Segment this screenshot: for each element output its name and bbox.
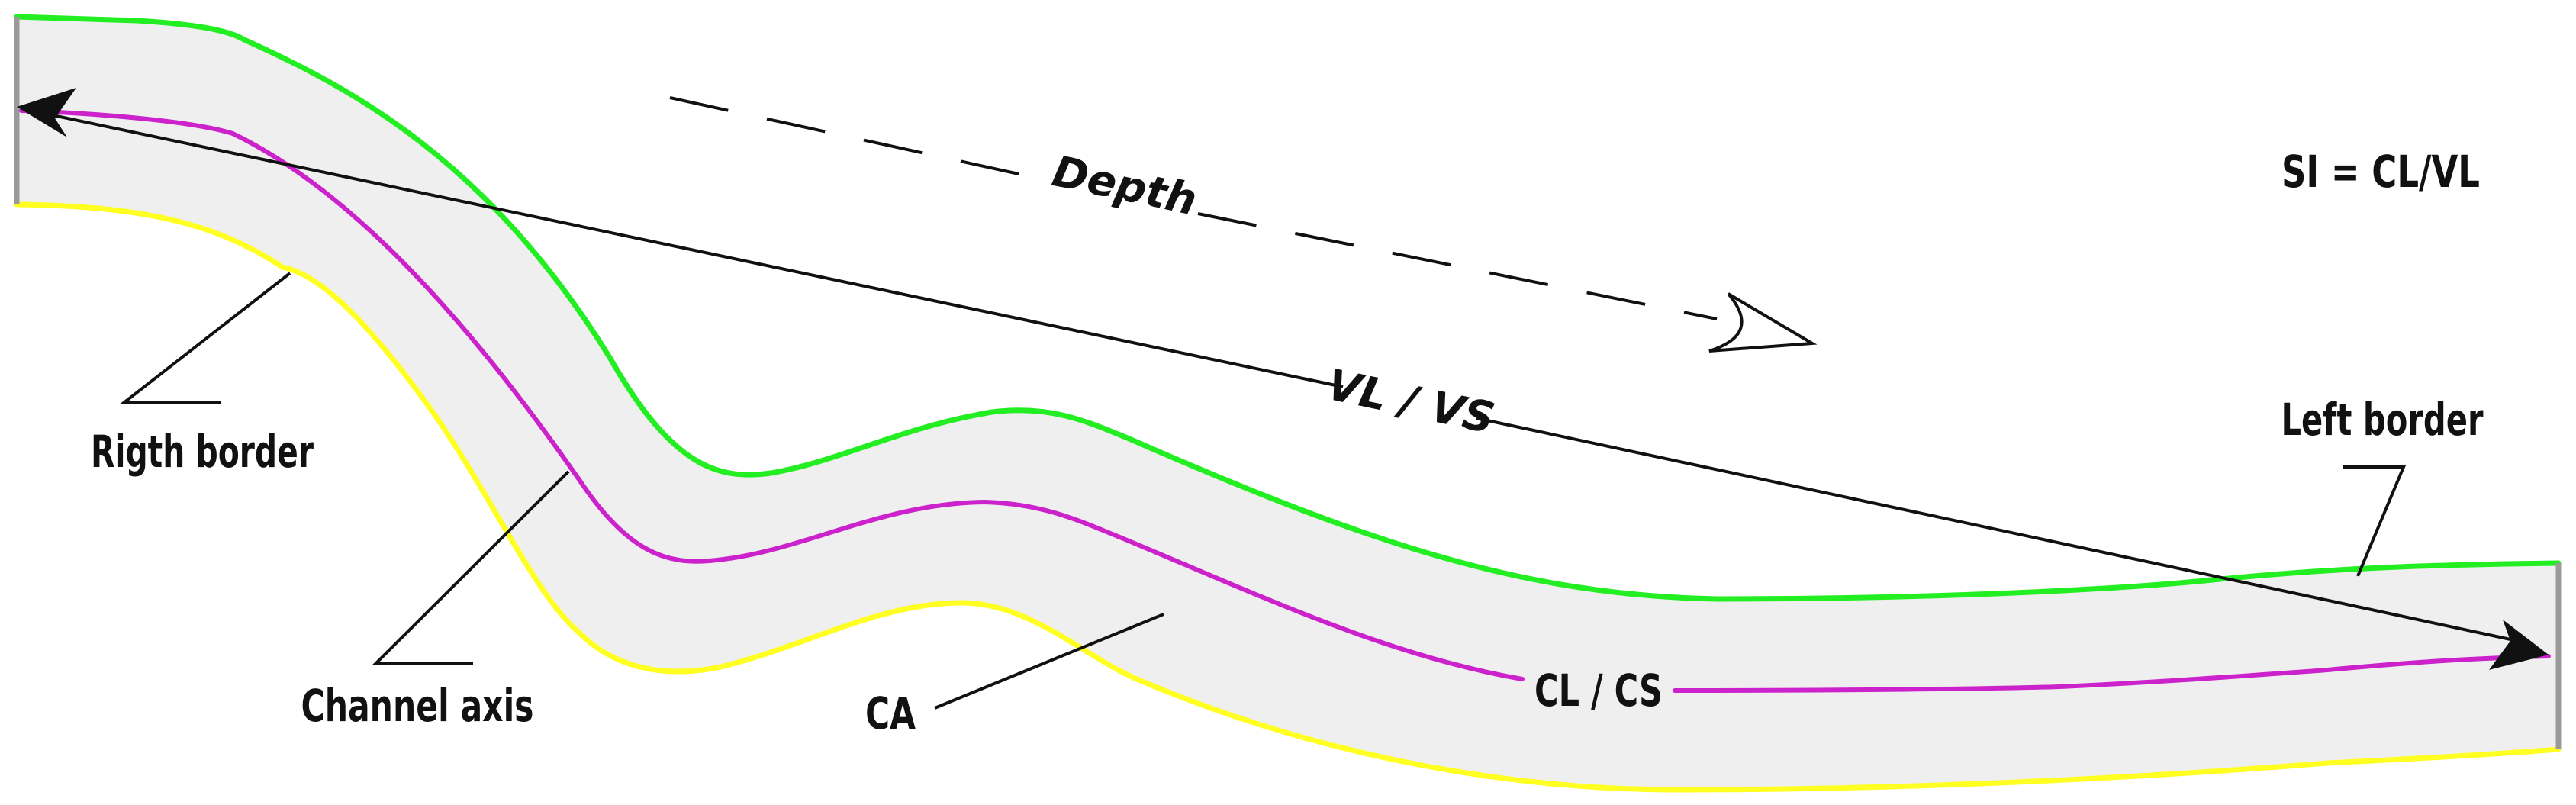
- channel-axis-line: [19, 108, 1525, 681]
- depth-label: Depth: [1048, 147, 1202, 225]
- right-border-line: [14, 201, 2562, 793]
- valley-arrowhead-end: [2489, 620, 2549, 670]
- channel-band: [17, 17, 2558, 790]
- channel-axis-label: Channel axis: [301, 680, 534, 732]
- vl-vs-label: VL / VS: [1322, 360, 1499, 444]
- left-border-label: Left border: [2281, 394, 2484, 446]
- left-border-line: [14, 14, 2562, 602]
- si-formula-label: SI = CL/VL: [2281, 146, 2480, 198]
- ca-label: CA: [865, 687, 916, 739]
- cl-cs-label: CL / CS: [1534, 665, 1663, 716]
- valley-arrowhead-start: [17, 88, 76, 137]
- depth-arrowhead: [1708, 292, 1818, 353]
- right-border-label: Rigth border: [91, 426, 314, 478]
- ca-leader: [934, 613, 1164, 710]
- valley-length-line: [41, 111, 1344, 388]
- depth-dashed-line-tail: [1197, 212, 1718, 320]
- valley-length-line-tail: [1476, 417, 2511, 641]
- channel-axis-leader: [372, 470, 570, 665]
- depth-dashed-line: [669, 96, 1061, 185]
- left-border-leader: [2343, 465, 2407, 577]
- channel-axis-line-tail: [1673, 654, 2551, 693]
- right-border-leader: [119, 272, 291, 404]
